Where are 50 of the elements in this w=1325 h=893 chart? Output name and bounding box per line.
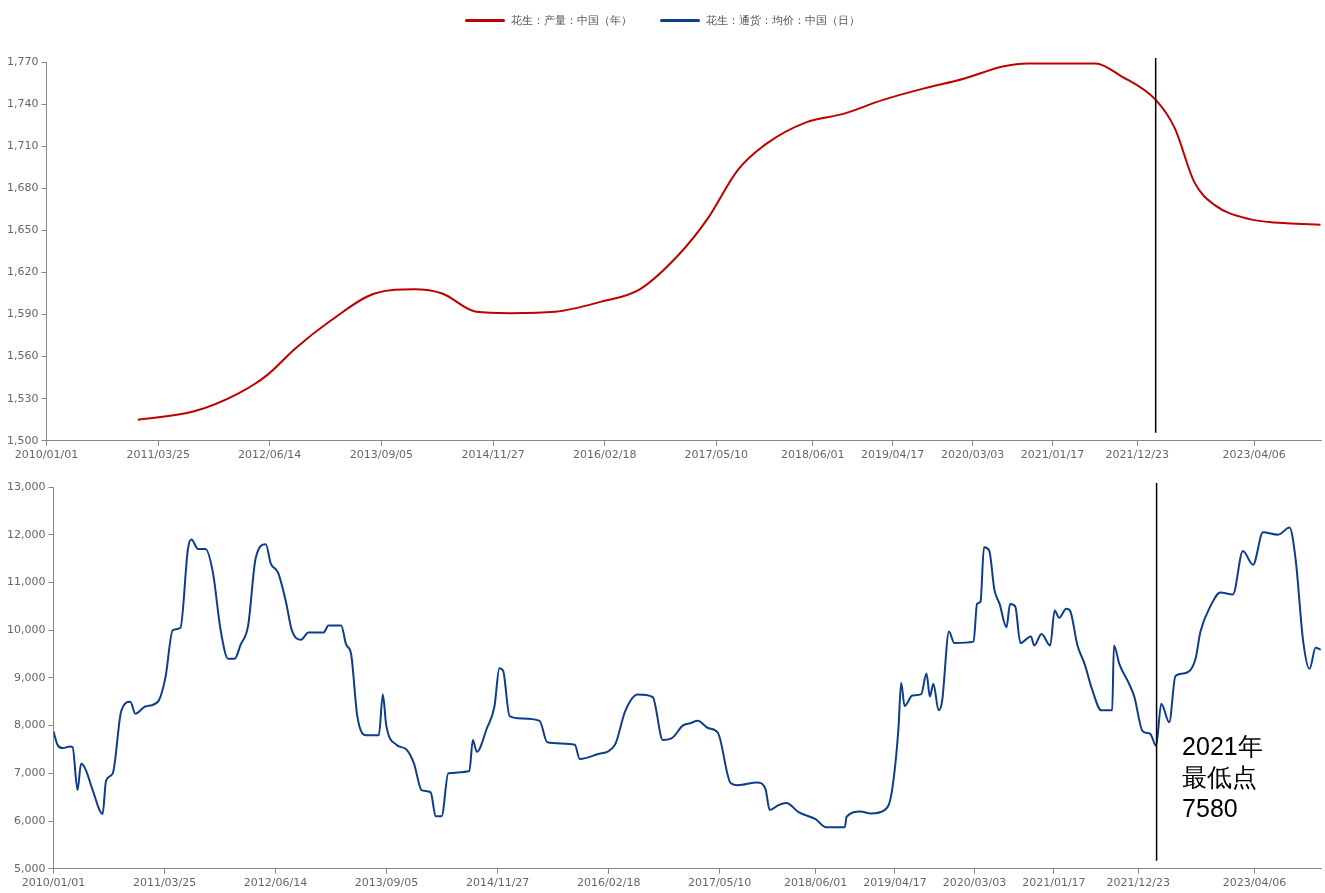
y-tick-label: 7,000 [13,766,46,780]
x-tick-label: 2023/04/06 [1222,448,1286,462]
y-tick-label: 1,500 [6,433,39,447]
x-tick-label: 2011/03/25 [132,876,197,890]
y-tick-label: 1,740 [6,96,39,110]
line-series [136,62,1321,421]
y-tick-label: 9,000 [13,670,46,684]
x-tick-label: 2018/06/01 [783,876,848,890]
x-tick-label: 2021/01/17 [1020,448,1085,462]
x-tick-label: 2017/05/10 [687,876,752,890]
y-tick-label: 1,590 [6,307,39,321]
line-series [53,526,1321,829]
x-tick-label: 2021/01/17 [1022,876,1086,890]
annotation: 2021年最低点7580 [1182,732,1263,823]
legend-label: 花生：通货：均价：中国（日） [706,12,860,28]
x-tick-label: 2010/01/01 [21,876,86,890]
x-tick-label: 2019/04/17 [863,876,927,890]
y-tick-label: 8,000 [13,718,46,732]
x-tick-label: 2016/02/18 [573,448,637,462]
x-tick-label: 2021/12/23 [1106,876,1170,890]
x-tick-label: 2016/02/18 [577,876,641,890]
x-tick-label: 2017/05/10 [684,448,748,462]
y-tick-label: 1,770 [6,54,39,68]
x-tick-label: 2020/03/03 [940,448,1005,462]
x-tick-label: 2013/09/05 [349,448,414,462]
x-tick-label: 2014/11/27 [461,448,525,462]
x-tick-label: 2019/04/17 [860,448,925,462]
y-tick-label: 13,000 [6,479,46,493]
legend-label: 花生：产量：中国（年） [511,12,632,28]
y-tick-label: 1,560 [6,349,39,363]
y-tick-label: 1,650 [6,223,39,237]
y-tick-label: 11,000 [6,575,46,589]
y-tick-label: 1,710 [6,139,39,153]
y-tick-label: 10,000 [6,623,46,637]
x-tick-label: 2010/01/01 [14,448,79,462]
x-tick-label: 2012/06/14 [237,448,302,462]
x-tick-label: 2012/06/14 [243,876,308,890]
y-tick-label: 12,000 [6,527,46,541]
y-tick-label: 5,000 [13,861,46,875]
x-tick-label: 2013/09/05 [354,876,419,890]
y-tick-label: 1,530 [6,391,39,405]
x-tick-label: 2023/04/06 [1222,876,1287,890]
y-tick-label: 1,680 [6,181,39,195]
y-tick-label: 6,000 [13,813,46,827]
x-tick-label: 2020/03/03 [942,876,1007,890]
y-tick-label: 1,620 [6,265,39,279]
x-tick-label: 2011/03/25 [126,448,190,462]
x-tick-label: 2018/06/01 [781,448,845,462]
x-tick-label: 2021/12/23 [1105,448,1169,462]
x-tick-label: 2014/11/27 [465,876,530,890]
